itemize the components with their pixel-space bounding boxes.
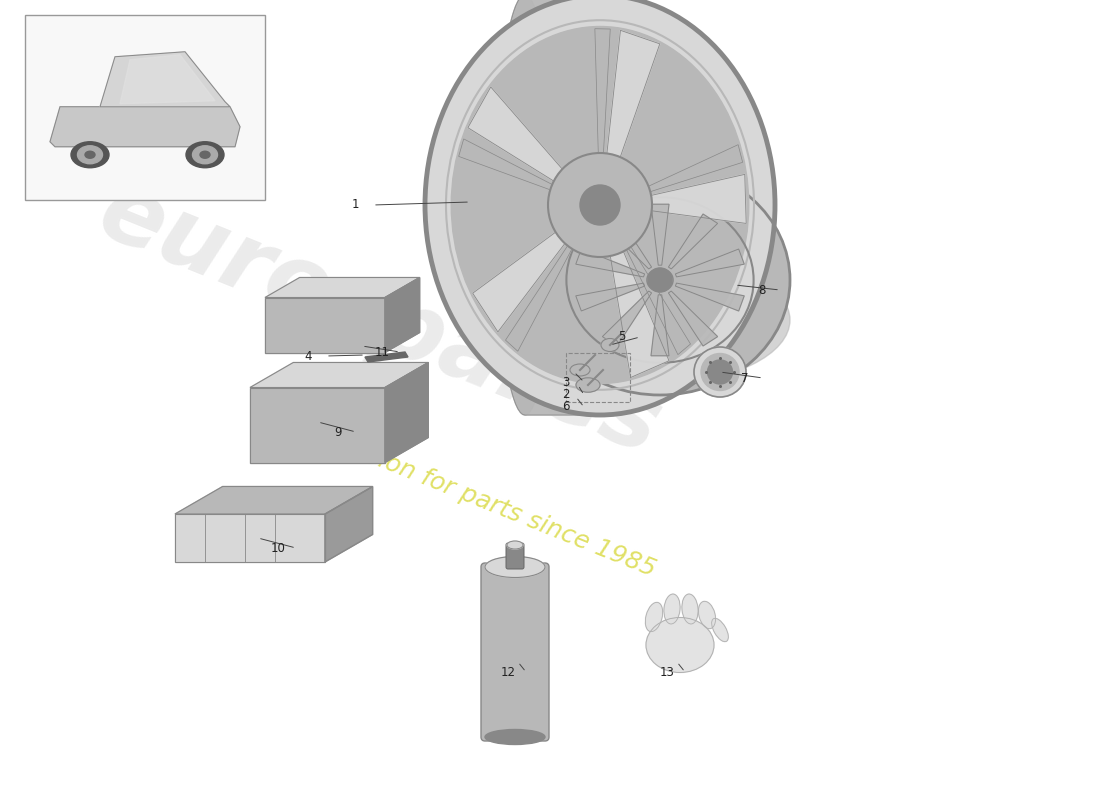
Polygon shape xyxy=(506,236,578,351)
Text: 8: 8 xyxy=(758,283,766,297)
Text: 6: 6 xyxy=(562,401,570,414)
Text: 10: 10 xyxy=(271,542,285,554)
Polygon shape xyxy=(250,387,385,462)
Ellipse shape xyxy=(712,618,728,642)
Ellipse shape xyxy=(647,269,673,291)
Polygon shape xyxy=(250,362,428,387)
Polygon shape xyxy=(175,514,324,562)
Text: a passion for parts since 1985: a passion for parts since 1985 xyxy=(300,418,660,582)
Ellipse shape xyxy=(530,257,790,383)
Polygon shape xyxy=(603,291,651,346)
Circle shape xyxy=(548,153,652,257)
Polygon shape xyxy=(473,225,572,332)
Ellipse shape xyxy=(72,142,109,168)
Polygon shape xyxy=(603,214,651,269)
FancyBboxPatch shape xyxy=(506,543,524,569)
Polygon shape xyxy=(675,249,745,277)
Text: 4: 4 xyxy=(305,350,311,362)
Text: 12: 12 xyxy=(500,666,516,678)
Ellipse shape xyxy=(496,0,554,415)
Ellipse shape xyxy=(566,198,754,363)
Text: 5: 5 xyxy=(618,330,626,343)
Polygon shape xyxy=(265,278,419,298)
Polygon shape xyxy=(120,54,214,104)
Polygon shape xyxy=(459,139,563,194)
Polygon shape xyxy=(606,30,660,169)
Bar xyxy=(25,15,265,200)
Ellipse shape xyxy=(646,618,714,673)
Polygon shape xyxy=(365,352,408,362)
Ellipse shape xyxy=(682,594,698,624)
Ellipse shape xyxy=(77,146,102,164)
Ellipse shape xyxy=(507,541,522,549)
Text: 7: 7 xyxy=(741,371,749,385)
Ellipse shape xyxy=(485,730,544,745)
Ellipse shape xyxy=(701,354,739,390)
Ellipse shape xyxy=(646,602,662,632)
Ellipse shape xyxy=(530,165,790,395)
Ellipse shape xyxy=(707,360,733,384)
Ellipse shape xyxy=(200,151,210,158)
FancyBboxPatch shape xyxy=(481,563,549,741)
Ellipse shape xyxy=(576,378,600,392)
Polygon shape xyxy=(621,237,691,354)
Polygon shape xyxy=(575,283,645,311)
Ellipse shape xyxy=(425,0,776,415)
Polygon shape xyxy=(324,486,373,562)
Polygon shape xyxy=(385,362,428,462)
Text: 9: 9 xyxy=(334,426,342,438)
Polygon shape xyxy=(675,283,745,311)
Text: 3: 3 xyxy=(562,375,570,389)
Polygon shape xyxy=(608,240,669,378)
Text: 1: 1 xyxy=(351,198,359,211)
Ellipse shape xyxy=(694,347,746,397)
Polygon shape xyxy=(669,291,717,346)
Polygon shape xyxy=(638,145,743,195)
Ellipse shape xyxy=(186,142,224,168)
Polygon shape xyxy=(639,174,746,223)
Polygon shape xyxy=(50,106,240,146)
Polygon shape xyxy=(468,87,570,187)
Polygon shape xyxy=(175,486,373,514)
Text: 2: 2 xyxy=(562,389,570,402)
Text: eurospares: eurospares xyxy=(86,166,674,474)
Text: 11: 11 xyxy=(374,346,389,358)
Ellipse shape xyxy=(570,364,590,376)
Ellipse shape xyxy=(85,151,95,158)
Circle shape xyxy=(648,268,672,292)
Ellipse shape xyxy=(664,594,680,624)
Ellipse shape xyxy=(192,146,218,164)
Circle shape xyxy=(580,185,620,225)
Polygon shape xyxy=(100,52,230,106)
Ellipse shape xyxy=(601,338,619,351)
Text: 13: 13 xyxy=(660,666,674,678)
Ellipse shape xyxy=(698,602,715,629)
Polygon shape xyxy=(265,298,385,353)
Polygon shape xyxy=(496,0,600,415)
Ellipse shape xyxy=(451,26,749,383)
Polygon shape xyxy=(575,249,645,277)
Polygon shape xyxy=(669,214,717,269)
Polygon shape xyxy=(651,204,669,265)
Polygon shape xyxy=(651,295,669,356)
Ellipse shape xyxy=(485,557,544,578)
Polygon shape xyxy=(595,29,610,165)
Polygon shape xyxy=(385,278,419,353)
